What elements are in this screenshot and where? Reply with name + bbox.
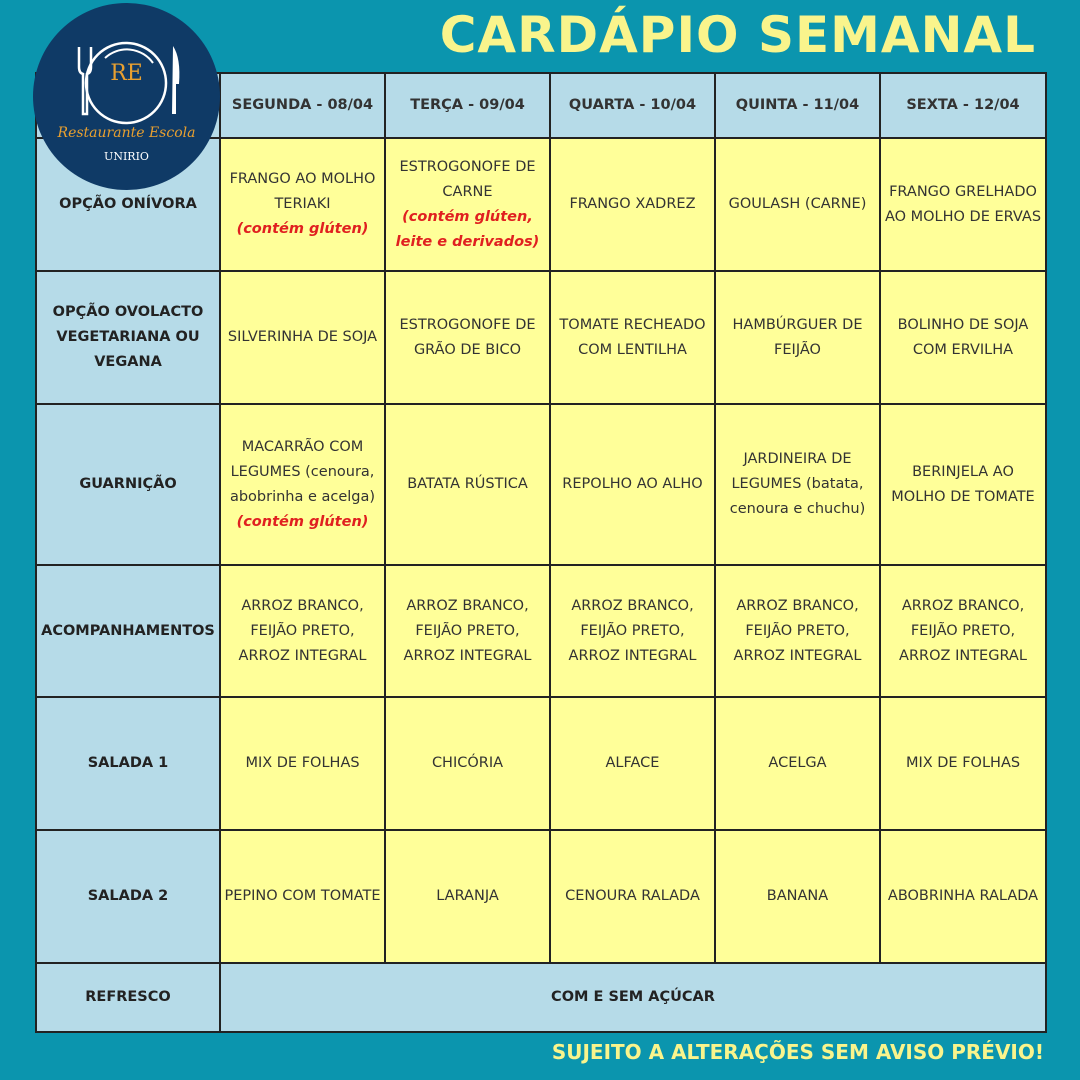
page-title: CARDÁPIO SEMANAL bbox=[439, 6, 1036, 64]
menu-table: SEGUNDA - 08/04 TERÇA - 09/04 QUARTA - 1… bbox=[35, 72, 1047, 1033]
plate-cutlery-icon bbox=[77, 41, 180, 125]
menu-cell: ABOBRINHA RALADA bbox=[879, 829, 1047, 964]
menu-row: SALADA 1 MIX DE FOLHAS CHICÓRIA ALFACE ACELG… bbox=[35, 696, 1047, 831]
dish-text: PEPINO COM TOMATE bbox=[224, 888, 381, 904]
menu-cell: MACARRÃO COM LEGUMES (cenoura, abobrinha… bbox=[219, 403, 386, 566]
day-header: SEXTA - 12/04 bbox=[879, 72, 1047, 139]
dish-text: JARDINEIRA DE LEGUMES (batata, cenoura e… bbox=[729, 451, 866, 517]
dish-text: ESTROGONOFE DE CARNE bbox=[399, 158, 536, 200]
dish-text: ARROZ BRANCO, FEIJÃO PRETO, ARROZ INTEGR… bbox=[733, 597, 862, 664]
menu-cell: MIX DE FOLHAS bbox=[219, 696, 386, 831]
refresco-row: REFRESCO COM E SEM AÇÚCAR bbox=[35, 962, 1047, 1033]
dish-text: BATATA RÚSTICA bbox=[407, 476, 528, 492]
dish-text: LARANJA bbox=[436, 888, 499, 904]
menu-cell: SILVERINHA DE SOJA bbox=[219, 270, 386, 405]
row-label: OPÇÃO OVOLACTO VEGETARIANA OU VEGANA bbox=[35, 270, 221, 405]
restaurant-logo: RE Restaurante Escola UNIRIO bbox=[33, 3, 220, 190]
menu-cell: ESTROGONOFE DE CARNE (contém glúten, leit… bbox=[384, 137, 551, 272]
allergen-note: (contém glúten) bbox=[236, 221, 369, 237]
menu-cell: BANANA bbox=[714, 829, 881, 964]
menu-cell: REPOLHO AO ALHO bbox=[549, 403, 716, 566]
row-label: REFRESCO bbox=[35, 962, 221, 1033]
menu-cell: CHICÓRIA bbox=[384, 696, 551, 831]
menu-cell: FRANGO GRELHADO AO MOLHO DE ERVAS bbox=[879, 137, 1047, 272]
menu-cell: ALFACE bbox=[549, 696, 716, 831]
dish-text: GOULASH (CARNE) bbox=[728, 196, 867, 212]
dish-text: ARROZ BRANCO, FEIJÃO PRETO, ARROZ INTEGR… bbox=[238, 597, 367, 664]
dish-text: MIX DE FOLHAS bbox=[245, 755, 360, 771]
menu-cell: ARROZ BRANCO, FEIJÃO PRETO, ARROZ INTEGR… bbox=[384, 564, 551, 698]
menu-cell: FRANGO XADREZ bbox=[549, 137, 716, 272]
dish-text: BANANA bbox=[766, 888, 829, 904]
menu-row: GUARNIÇÃO MACARRÃO COM LEGUMES (cenoura, … bbox=[35, 403, 1047, 566]
refresco-cell: COM E SEM AÇÚCAR bbox=[219, 962, 1047, 1033]
menu-cell: ACELGA bbox=[714, 696, 881, 831]
menu-cell: LARANJA bbox=[384, 829, 551, 964]
dish-text: ARROZ BRANCO, FEIJÃO PRETO, ARROZ INTEGR… bbox=[899, 597, 1027, 664]
menu-row: OPÇÃO OVOLACTO VEGETARIANA OU VEGANA SILV… bbox=[35, 270, 1047, 405]
dish-text: CHICÓRIA bbox=[431, 755, 504, 771]
menu-cell: ARROZ BRANCO, FEIJÃO PRETO, ARROZ INTEGR… bbox=[219, 564, 386, 698]
dish-text: BERINJELA AO MOLHO DE TOMATE bbox=[891, 463, 1035, 505]
row-label: ACOMPANHAMENTOS bbox=[35, 564, 221, 698]
menu-cell: JARDINEIRA DE LEGUMES (batata, cenoura e… bbox=[714, 403, 881, 566]
menu-cell: ARROZ BRANCO, FEIJÃO PRETO, ARROZ INTEGR… bbox=[549, 564, 716, 698]
menu-cell: ARROZ BRANCO, FEIJÃO PRETO, ARROZ INTEGR… bbox=[879, 564, 1047, 698]
dish-text: FRANGO GRELHADO AO MOLHO DE ERVAS bbox=[884, 183, 1042, 225]
menu-cell: TOMATE RECHEADO COM LENTILHA bbox=[549, 270, 716, 405]
dish-text: ARROZ BRANCO, FEIJÃO PRETO, ARROZ INTEGR… bbox=[403, 597, 532, 664]
day-header: SEGUNDA - 08/04 bbox=[219, 72, 386, 139]
dish-text: ACELGA bbox=[768, 755, 827, 771]
dish-text: ALFACE bbox=[605, 755, 660, 771]
row-label: SALADA 1 bbox=[35, 696, 221, 831]
allergen-note: (contém glúten) bbox=[236, 513, 369, 530]
menu-row: ACOMPANHAMENTOS ARROZ BRANCO, FEIJÃO PRET… bbox=[35, 564, 1047, 698]
menu-cell: BOLINHO DE SOJA COM ERVILHA bbox=[879, 270, 1047, 405]
row-label: GUARNIÇÃO bbox=[35, 403, 221, 566]
row-label: SALADA 2 bbox=[35, 829, 221, 964]
menu-cell: GOULASH (CARNE) bbox=[714, 137, 881, 272]
menu-cell: FRANGO AO MOLHO TERIAKI (contém glúten) bbox=[219, 137, 386, 272]
allergen-note: (contém glúten, leite e derivados) bbox=[395, 208, 540, 250]
dish-text: ABOBRINHA RALADA bbox=[887, 888, 1039, 904]
menu-cell: ESTROGONOFE DE GRÃO DE BICO bbox=[384, 270, 551, 405]
menu-cell: BATATA RÚSTICA bbox=[384, 403, 551, 566]
dish-text: CENOURA RALADA bbox=[565, 888, 700, 904]
dish-text: SILVERINHA DE SOJA bbox=[227, 329, 378, 345]
menu-row: SALADA 2 PEPINO COM TOMATE LARANJA CENOURA … bbox=[35, 829, 1047, 964]
day-header: QUARTA - 10/04 bbox=[549, 72, 716, 139]
dish-text: HAMBÚRGUER DE FEIJÃO bbox=[732, 316, 863, 358]
dish-text: ESTROGONOFE DE GRÃO DE BICO bbox=[399, 316, 536, 358]
menu-cell: MIX DE FOLHAS bbox=[879, 696, 1047, 831]
menu-cell: CENOURA RALADA bbox=[549, 829, 716, 964]
dish-text: MACARRÃO COM LEGUMES (cenoura, abobrinha… bbox=[229, 438, 376, 505]
dish-text: TOMATE RECHEADO COM LENTILHA bbox=[559, 316, 706, 358]
dish-text: FRANGO XADREZ bbox=[569, 196, 696, 212]
menu-cell: PEPINO COM TOMATE bbox=[219, 829, 386, 964]
dish-text: REPOLHO AO ALHO bbox=[562, 476, 703, 492]
dish-text: ARROZ BRANCO, FEIJÃO PRETO, ARROZ INTEGR… bbox=[568, 597, 697, 664]
day-header: TERÇA - 09/04 bbox=[384, 72, 551, 139]
dish-text: MIX DE FOLHAS bbox=[905, 755, 1021, 771]
menu-cell: BERINJELA AO MOLHO DE TOMATE bbox=[879, 403, 1047, 566]
dish-text: FRANGO AO MOLHO TERIAKI bbox=[229, 171, 376, 212]
disclaimer: SUJEITO A ALTERAÇÕES SEM AVISO PRÉVIO! bbox=[551, 1040, 1044, 1064]
menu-cell: ARROZ BRANCO, FEIJÃO PRETO, ARROZ INTEGR… bbox=[714, 564, 881, 698]
day-header: QUINTA - 11/04 bbox=[714, 72, 881, 139]
dish-text: BOLINHO DE SOJA COM ERVILHA bbox=[897, 316, 1029, 358]
menu-cell: HAMBÚRGUER DE FEIJÃO bbox=[714, 270, 881, 405]
